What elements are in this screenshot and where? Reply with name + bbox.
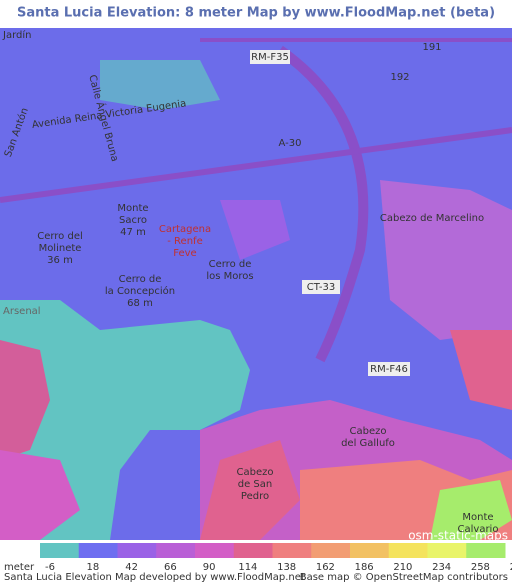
legend: meter -6 18 42 66 90 114 138 162 186 210 234 258 282 <box>4 543 512 573</box>
hill <box>450 330 512 410</box>
map-label: Cabezo de Marcelino <box>380 213 484 224</box>
map-label: la Concepción <box>105 285 175 297</box>
legend-swatch <box>272 543 312 558</box>
legend-swatch <box>427 543 467 558</box>
legend-value: 282 <box>510 562 512 573</box>
peak <box>430 480 512 540</box>
footer-left: Santa Lucia Elevation Map developed by w… <box>4 572 305 582</box>
legend-swatch <box>78 543 118 558</box>
hill <box>380 180 512 340</box>
legend-swatch <box>195 543 235 558</box>
map-label: Feve <box>173 248 196 259</box>
map-label: RM-F46 <box>370 364 408 375</box>
legend-value: 258 <box>471 562 490 573</box>
title: Santa Lucia Elevation: 8 meter Map by ww… <box>17 6 495 21</box>
road-shield <box>250 50 290 64</box>
map-label: Cerro de <box>209 259 252 270</box>
map-label: - Renfe <box>167 236 202 247</box>
map-label: Pedro <box>241 491 269 502</box>
legend-value: 138 <box>277 562 296 573</box>
footer-right: Base map © OpenStreetMap contributors <box>300 572 508 582</box>
legend-value: 114 <box>238 562 257 573</box>
legend-swatch <box>388 543 428 558</box>
map-label: Monte <box>117 203 148 214</box>
legend-swatch <box>40 543 80 558</box>
map-label: Calvario <box>458 524 499 535</box>
map-label: Molinete <box>39 243 82 254</box>
legend-swatch <box>233 543 273 558</box>
map-label: Monte <box>462 512 493 523</box>
map-label: 191 <box>422 42 441 53</box>
legend-unit: meter <box>4 562 35 573</box>
map-label: Jardín <box>2 29 31 41</box>
legend-value: 66 <box>164 562 177 573</box>
high-ground <box>0 450 80 540</box>
map: Jardín Calle Ángel Bruna San Antón Aveni… <box>0 28 512 540</box>
legend-value: 234 <box>432 562 451 573</box>
map-label: 192 <box>390 72 409 83</box>
road-shield <box>302 280 340 294</box>
legend-swatch <box>466 543 506 558</box>
road-shield <box>368 362 410 376</box>
legend-value: 42 <box>125 562 138 573</box>
map-label: CT-33 <box>307 282 336 293</box>
map-label: Cartagena <box>159 224 211 235</box>
high-ground <box>0 340 50 460</box>
legend-swatch <box>156 543 196 558</box>
hill <box>220 200 290 260</box>
legend-swatch <box>311 543 351 558</box>
legend-swatch <box>117 543 157 558</box>
map-label: del Gallufo <box>341 438 395 449</box>
map-label: 47 m <box>120 227 146 238</box>
legend-value: -6 <box>45 562 55 573</box>
map-label: Cerro del <box>37 231 83 242</box>
legend-value: 162 <box>316 562 335 573</box>
legend-value: 186 <box>355 562 374 573</box>
legend-value: 90 <box>203 562 216 573</box>
map-label: 68 m <box>127 298 153 309</box>
map-label: 36 m <box>47 255 73 266</box>
legend-swatch <box>350 543 390 558</box>
map-label: los Moros <box>206 271 253 282</box>
map-label: Cabezo <box>237 467 274 478</box>
map-label: Cabezo <box>350 426 387 437</box>
high-ground <box>200 440 300 540</box>
map-label: A-30 <box>279 138 302 149</box>
map-label: Cerro de <box>119 274 162 285</box>
attribution: osm-static-maps <box>408 529 508 543</box>
rail <box>0 127 512 203</box>
map-label: Arsenal <box>3 306 41 317</box>
highway <box>277 45 369 363</box>
legend-value: 210 <box>393 562 412 573</box>
map-label: de San <box>238 479 273 490</box>
legend-value: 18 <box>87 562 100 573</box>
map-label: Sacro <box>119 215 147 226</box>
low-area <box>100 60 220 110</box>
map-label: RM-F35 <box>251 52 289 63</box>
